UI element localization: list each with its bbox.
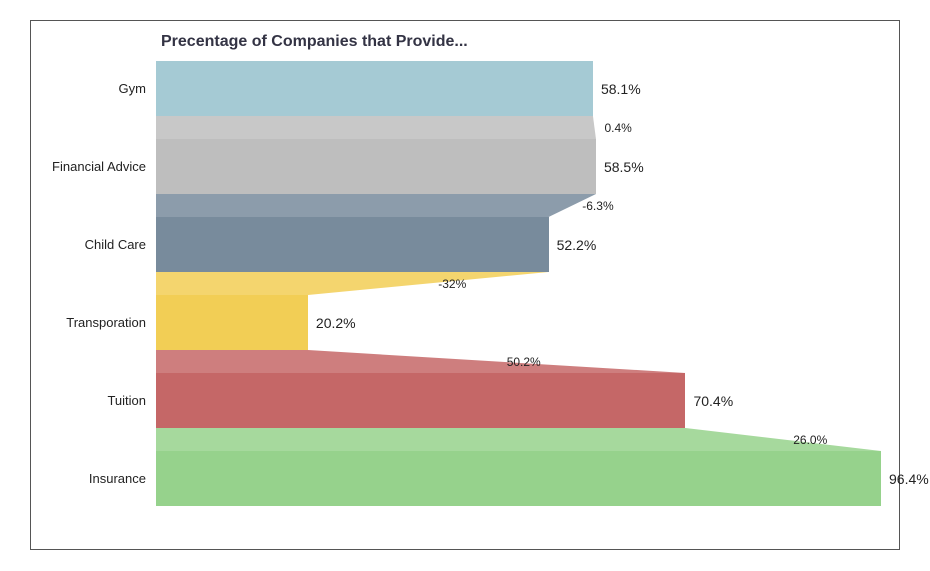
category-label: Child Care (31, 237, 156, 253)
bar (156, 373, 685, 428)
plot-area: Gym58.1%Financial Advice58.5%Child Care5… (156, 61, 879, 519)
category-label: Insurance (31, 471, 156, 487)
value-label: 58.5% (596, 159, 644, 175)
bar (156, 61, 593, 116)
bar (156, 451, 881, 506)
funnel-label: 26.0% (793, 433, 827, 447)
funnel (156, 272, 551, 295)
value-label: 70.4% (685, 393, 733, 409)
chart-title: Precentage of Companies that Provide... (161, 33, 468, 51)
value-label: 52.2% (549, 237, 597, 253)
value-label: 96.4% (881, 471, 929, 487)
category-label: Transporation (31, 315, 156, 331)
funnel (156, 116, 598, 139)
category-label: Tuition (31, 393, 156, 409)
bar (156, 295, 308, 350)
funnel (156, 194, 598, 217)
funnel (156, 428, 883, 451)
bar (156, 139, 596, 194)
category-label: Gym (31, 81, 156, 97)
funnel (156, 350, 687, 373)
bar (156, 217, 549, 272)
chart-frame: Precentage of Companies that Provide... … (30, 20, 900, 550)
funnel-label: -6.3% (582, 199, 613, 213)
value-label: 20.2% (308, 315, 356, 331)
funnel-label: 50.2% (507, 355, 541, 369)
funnel-label: -32% (438, 277, 466, 291)
value-label: 58.1% (593, 81, 641, 97)
category-label: Financial Advice (31, 159, 156, 175)
funnel-label: 0.4% (604, 121, 631, 135)
